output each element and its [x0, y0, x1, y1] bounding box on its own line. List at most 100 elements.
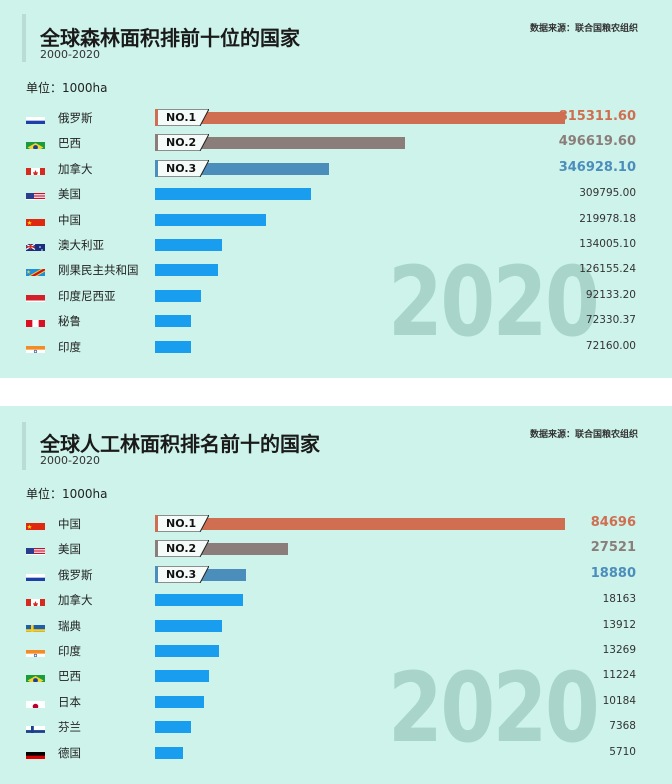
rank-badge: NO.1 [155, 109, 209, 126]
country-label: 日本 [58, 694, 81, 709]
bar-row: 瑞典 13912 [0, 616, 672, 636]
bar-row: 加拿大 NO.3 346928.10 [0, 159, 672, 179]
value-label: 309795.00 [579, 187, 636, 200]
value-label: 5710 [609, 745, 636, 758]
rank-label: NO.2 [166, 136, 197, 150]
value-label: 134005.10 [579, 238, 636, 250]
bar-row: 巴西 11224 [0, 666, 672, 686]
germany-flag-icon [26, 748, 45, 759]
value-label: 11224 [602, 669, 636, 682]
forest-area-chart: 全球森林面积排前十位的国家 2000-2020 数据来源：联合国粮农组织 单位：… [0, 0, 672, 378]
country-label: 印度 [58, 644, 81, 658]
plantation-area-chart: 全球人工林面积排名前十的国家 2000-2020 数据来源：联合国粮农组织 单位… [0, 406, 672, 784]
value-label: 126155.24 [579, 263, 636, 276]
canada-flag-icon [26, 164, 45, 175]
country-label: 印度 [58, 339, 81, 354]
value-label: 7368 [609, 720, 636, 733]
value-label: 72330.37 [585, 314, 636, 327]
value-label: 18163 [602, 593, 636, 606]
value-label: 219978.18 [579, 212, 636, 225]
bar-row: 印度 13269 [0, 641, 672, 661]
bar-row: 美国 309795.00 [0, 184, 672, 204]
bar-row: 中国 NO.1 84696 [0, 514, 672, 534]
chart-title: 全球人工林面积排名前十的国家 [40, 432, 320, 456]
bar-row: 日本 10184 [0, 692, 672, 712]
rank-badge: NO.3 [155, 159, 209, 177]
drc-flag-icon [26, 265, 45, 277]
japan-flag-icon [26, 697, 45, 708]
chart-subtitle: 2000-2020 [40, 48, 100, 61]
sweden-flag-icon [26, 621, 45, 632]
country-label: 中国 [58, 212, 81, 227]
country-label: 澳大利亚 [58, 238, 104, 252]
bar [155, 188, 311, 201]
value-label: 27521 [590, 540, 636, 556]
value-label: 18880 [590, 565, 636, 581]
bar [155, 670, 210, 683]
year-watermark: 2020 [388, 652, 600, 764]
country-label: 刚果民主共和国 [58, 263, 139, 278]
bar-row: 德国 5710 [0, 743, 672, 763]
country-label: 美国 [58, 187, 81, 202]
bar-row: 印度 72160.00 [0, 337, 672, 357]
bar-row: 秘鲁 72330.37 [0, 311, 672, 331]
bar-row: 加拿大 18163 [0, 590, 672, 610]
rank-badge: NO.2 [155, 134, 209, 152]
bar-row: 美国 NO.2 27521 [0, 539, 672, 559]
chart-title: 全球森林面积排前十位的国家 [40, 26, 300, 50]
rank-label: NO.2 [166, 542, 197, 556]
bar [155, 239, 223, 251]
unit-label: 单位：1000ha [26, 81, 108, 95]
brazil-flag-icon [26, 138, 45, 150]
bar [155, 112, 565, 124]
bar [155, 213, 266, 226]
rank-badge: NO.1 [155, 515, 209, 532]
country-label: 印度尼西亚 [58, 288, 116, 303]
bar [155, 645, 220, 657]
bar-row: 印度尼西亚 92133.20 [0, 286, 672, 306]
bar-row: 刚果民主共和国 126155.24 [0, 260, 672, 280]
value-label: 496619.60 [558, 134, 636, 150]
bar [155, 289, 202, 302]
usa-flag-icon [26, 544, 45, 556]
rank-badge: NO.2 [155, 540, 209, 558]
bar [155, 137, 405, 150]
country-label: 巴西 [58, 136, 81, 151]
rank-label: NO.1 [166, 111, 197, 124]
bar [155, 518, 565, 530]
china-flag-icon [26, 215, 45, 226]
country-label: 俄罗斯 [58, 111, 93, 125]
value-label: 92133.20 [585, 288, 636, 301]
value-label: 72160.00 [585, 339, 636, 352]
value-label: 815311.60 [558, 109, 636, 124]
canada-flag-icon [26, 595, 45, 607]
rank-label: NO.3 [166, 161, 197, 175]
indonesia-flag-icon [26, 291, 45, 302]
country-label: 中国 [58, 517, 81, 531]
bar-row: 中国 219978.18 [0, 210, 672, 230]
value-label: 13269 [602, 644, 636, 656]
russia-flag-icon [26, 113, 45, 124]
bar [155, 721, 191, 734]
value-label: 10184 [602, 694, 636, 707]
country-label: 德国 [58, 745, 81, 760]
bar-row: 俄罗斯 NO.1 815311.60 [0, 108, 672, 128]
bar [155, 315, 192, 328]
rank-badge: NO.3 [155, 565, 209, 583]
title-accent [22, 14, 26, 62]
data-source: 数据来源：联合国粮农组织 [529, 24, 638, 34]
country-label: 加拿大 [58, 593, 93, 608]
unit-label: 单位：1000ha [26, 487, 108, 501]
country-label: 瑞典 [58, 618, 81, 633]
country-label: 美国 [58, 542, 81, 557]
peru-flag-icon [26, 316, 45, 328]
china-flag-icon [26, 519, 45, 530]
rank-label: NO.3 [166, 567, 197, 581]
value-label: 84696 [590, 515, 636, 530]
year-watermark: 2020 [388, 246, 600, 358]
bar-row: 澳大利亚 134005.10 [0, 235, 672, 255]
russia-flag-icon [26, 570, 45, 581]
data-source: 数据来源：联合国粮农组织 [529, 430, 638, 440]
finland-flag-icon [26, 722, 45, 734]
rank-label: NO.1 [166, 517, 197, 530]
